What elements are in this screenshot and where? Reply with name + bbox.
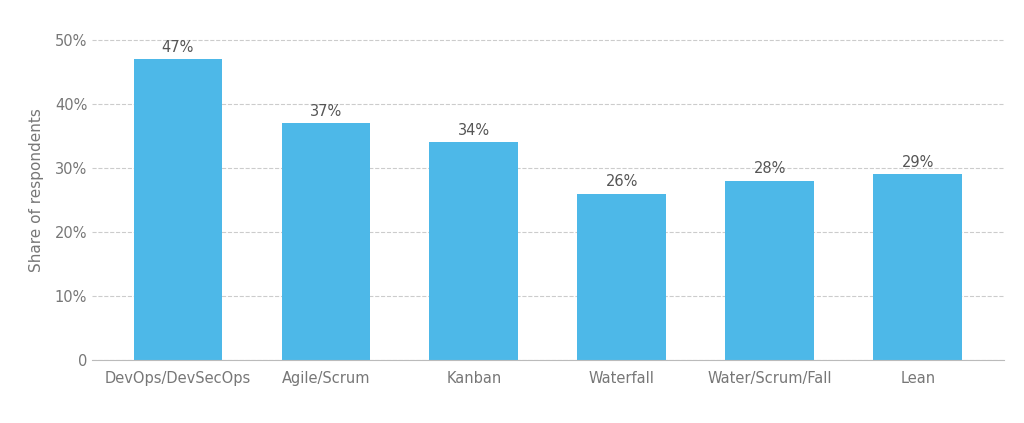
Text: 29%: 29% [901,155,934,170]
Bar [282,124,371,360]
Bar [133,60,222,360]
Text: 47%: 47% [162,40,195,55]
Bar [578,194,667,360]
Bar [725,181,814,360]
Bar [429,143,518,360]
Y-axis label: Share of respondents: Share of respondents [29,108,44,272]
Text: 28%: 28% [754,161,786,176]
Text: 34%: 34% [458,123,489,138]
Bar [873,174,963,360]
Text: 26%: 26% [605,174,638,189]
Text: 37%: 37% [310,104,342,119]
